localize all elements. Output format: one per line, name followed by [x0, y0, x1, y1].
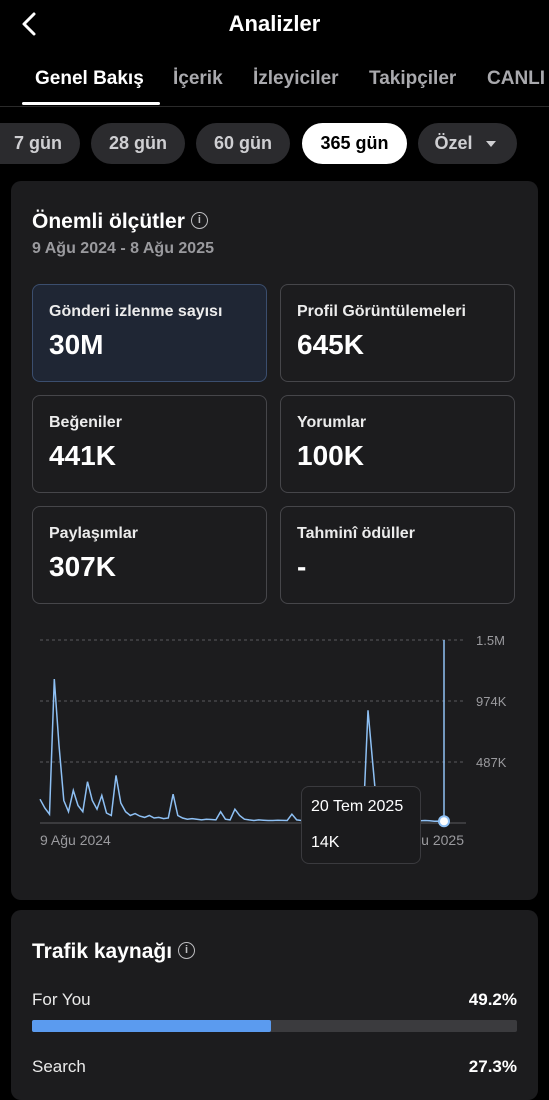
- tab-followers[interactable]: Takipçiler: [369, 68, 457, 89]
- range-custom-chip[interactable]: Özel: [418, 123, 517, 164]
- tab-live[interactable]: CANLI: [487, 68, 546, 89]
- metric-value: 30M: [49, 329, 104, 360]
- metric-comments[interactable]: Yorumlar 100K: [280, 395, 515, 493]
- range-365-days-chip[interactable]: 365 gün: [302, 123, 407, 164]
- info-icon[interactable]: i: [178, 941, 196, 959]
- chart-y-tick-label: 487K: [476, 755, 507, 770]
- chart-x-start-label: 9 Ağu 2024: [40, 832, 111, 848]
- traffic-source-label: For You: [32, 990, 91, 1009]
- traffic-heading: Trafik kaynağı i: [32, 940, 196, 964]
- tab-content[interactable]: İçerik: [173, 68, 223, 89]
- metric-estimated-rewards[interactable]: Tahminî ödüller -: [280, 506, 515, 604]
- metric-label: Yorumlar: [297, 414, 367, 431]
- range-7-days-label: 7 gün: [14, 133, 62, 153]
- date-range-chips: 7 gün 28 gün 60 gün 365 gün Özel: [0, 123, 549, 165]
- metric-label: Gönderi izlenme sayısı: [49, 303, 223, 320]
- range-28-days-chip[interactable]: 28 gün: [91, 123, 185, 164]
- metric-label: Profil Görüntülemeleri: [297, 303, 466, 320]
- traffic-source-label: Search: [32, 1057, 86, 1076]
- range-7-days-chip[interactable]: 7 gün: [0, 123, 80, 164]
- header: Analizler: [0, 0, 549, 50]
- key-metrics-title: Önemli ölçütler: [32, 210, 185, 233]
- info-icon[interactable]: i: [190, 211, 208, 229]
- metric-value: 441K: [49, 440, 116, 471]
- metric-value: 307K: [49, 551, 116, 582]
- metric-value: -: [297, 551, 307, 582]
- tab-bar: Genel Bakış İçerik İzleyiciler Takipçile…: [0, 62, 549, 107]
- traffic-bar-for-you: [32, 1020, 517, 1032]
- active-tab-indicator: [22, 102, 160, 105]
- range-60-days-label: 60 gün: [213, 133, 272, 153]
- tooltip-date: 20 Tem 2025: [311, 798, 404, 815]
- tab-viewers[interactable]: İzleyiciler: [253, 68, 339, 89]
- chart-y-tick-label: 1.5M: [476, 633, 505, 648]
- traffic-bar-fill: [32, 1020, 271, 1032]
- tab-overview[interactable]: Genel Bakış: [35, 68, 144, 89]
- traffic-source-card: Trafik kaynağı i For You 49.2% Search 27.…: [11, 910, 538, 1100]
- traffic-source-percent: 27.3%: [468, 1057, 517, 1076]
- traffic-source-percent: 49.2%: [468, 990, 517, 1009]
- chart-selected-point[interactable]: [438, 815, 450, 828]
- metric-value: 645K: [297, 329, 364, 360]
- chart-y-tick-labels: 1.5M 974K 487K: [476, 633, 507, 770]
- traffic-title: Trafik kaynağı: [32, 940, 173, 963]
- metric-shares[interactable]: Paylaşımlar 307K: [32, 506, 267, 604]
- range-custom-label: Özel: [434, 133, 473, 153]
- metric-value: 100K: [297, 440, 364, 471]
- metric-post-views[interactable]: Gönderi izlenme sayısı 30M: [32, 284, 267, 382]
- range-28-days-label: 28 gün: [108, 133, 167, 153]
- date-range: 9 Ağu 2024 - 8 Ağu 2025: [32, 240, 214, 257]
- key-metrics-card: Önemli ölçütler i 9 Ağu 2024 - 8 Ağu 2025…: [11, 181, 538, 900]
- chart-y-tick-label: 974K: [476, 694, 507, 709]
- chart-tooltip: 20 Tem 2025 14K: [301, 786, 421, 864]
- dropdown-caret-icon: [485, 140, 496, 147]
- metric-label: Tahminî ödüller: [297, 525, 415, 542]
- range-60-days-chip[interactable]: 60 gün: [196, 123, 290, 164]
- range-365-days-label: 365 gün: [320, 133, 389, 153]
- tooltip-value: 14K: [311, 834, 340, 851]
- metric-label: Beğeniler: [49, 414, 122, 431]
- back-arrow-icon[interactable]: [16, 10, 44, 38]
- page-title: Analizler: [228, 11, 321, 36]
- metric-likes[interactable]: Beğeniler 441K: [32, 395, 267, 493]
- metric-label: Paylaşımlar: [49, 525, 138, 542]
- key-metrics-heading: Önemli ölçütler i: [32, 210, 208, 234]
- metric-profile-views[interactable]: Profil Görüntülemeleri 645K: [280, 284, 515, 382]
